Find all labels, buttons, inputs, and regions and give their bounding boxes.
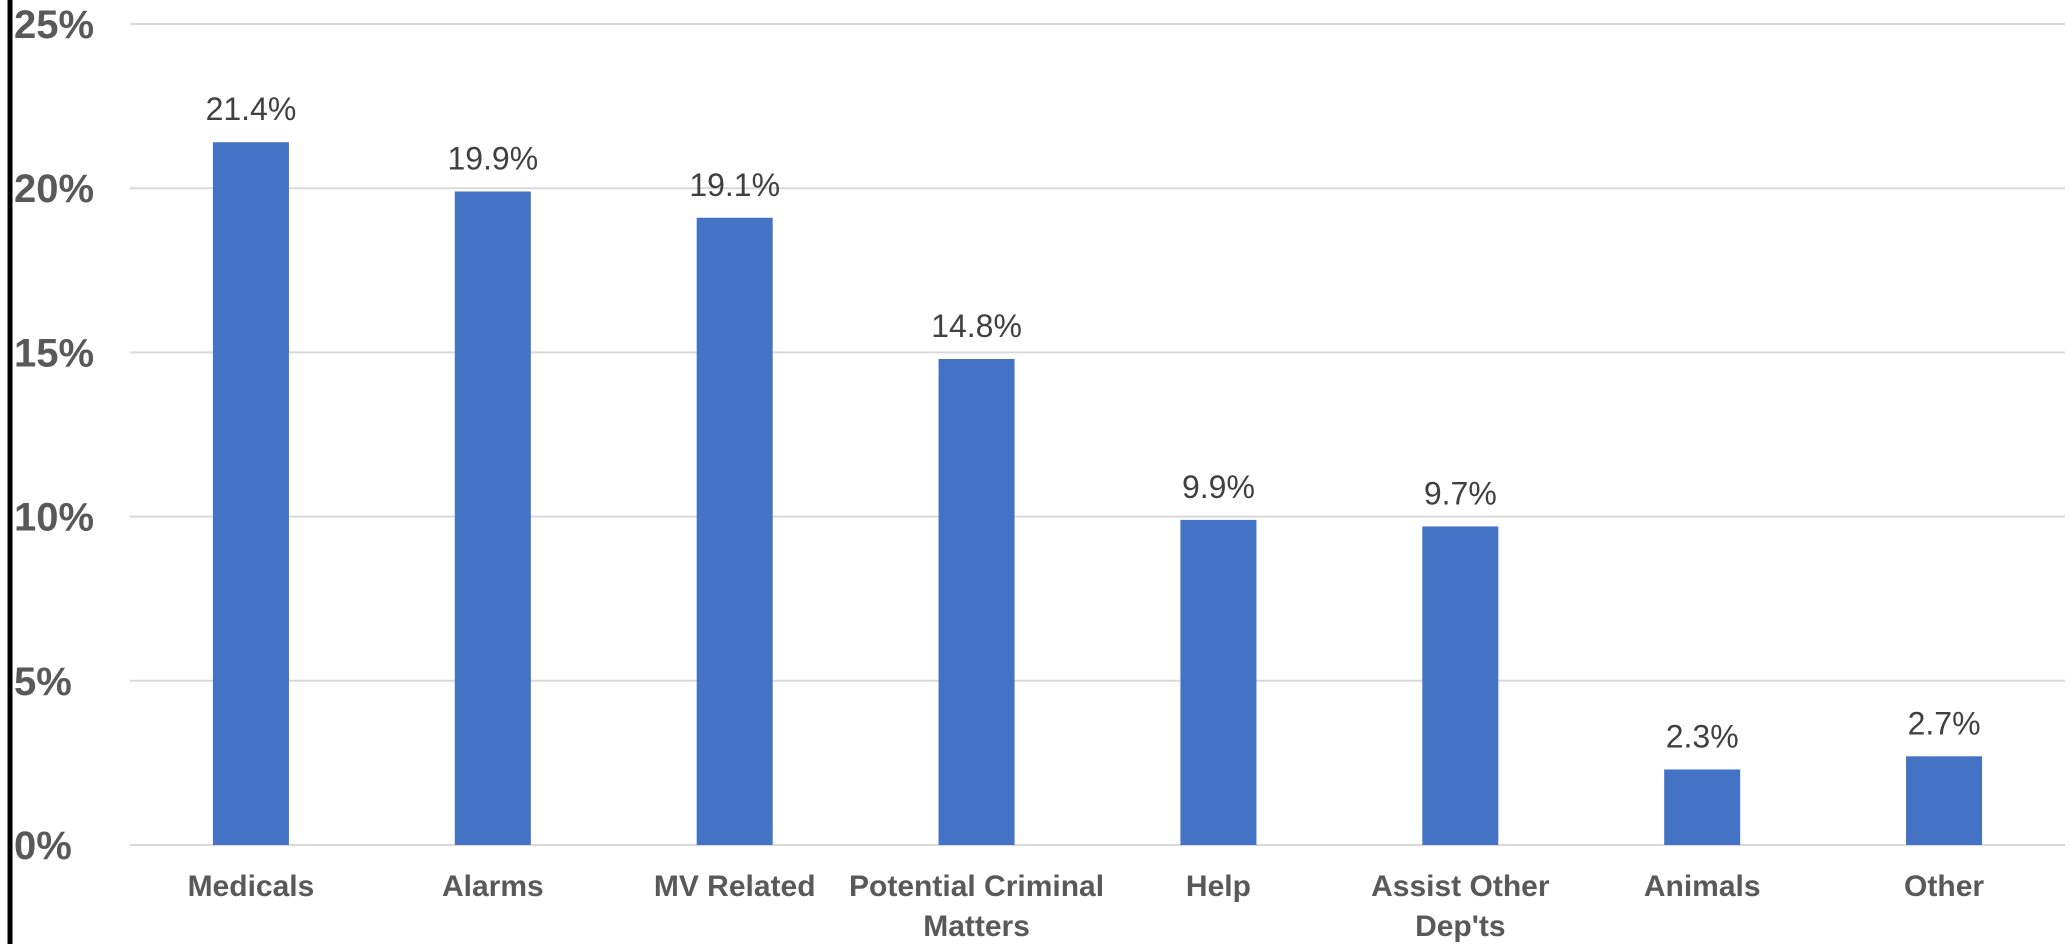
data-label: 19.9% [447, 140, 538, 176]
data-label: 2.7% [1908, 705, 1981, 741]
y-tick-label: 5% [14, 660, 72, 704]
data-labels: 21.4% 19.9% 19.1% 14.8% 9.9% 9.7% 2.3% 2.7% [206, 91, 1981, 754]
data-label: 9.7% [1424, 475, 1497, 511]
data-label: 9.9% [1182, 469, 1255, 505]
y-axis-tick-labels: 0% 5% 10% 15% 20% 25% [14, 3, 94, 868]
x-tick-label: Dep'ts [1415, 910, 1505, 943]
x-tick-label: Other [1904, 870, 1984, 903]
x-axis-tick-labels: Medicals Alarms MV Related Potential Crimin… [188, 870, 1985, 943]
y-tick-label: 15% [14, 331, 94, 375]
x-tick-label: Matters [923, 910, 1030, 943]
x-tick-label: Medicals [188, 870, 315, 903]
bar [454, 191, 531, 845]
data-label: 19.1% [689, 167, 780, 203]
bar [1906, 756, 1983, 845]
bar [938, 358, 1015, 845]
bar [1664, 769, 1741, 845]
x-tick-label: MV Related [654, 870, 816, 903]
x-tick-label: Help [1186, 870, 1251, 903]
data-label: 21.4% [206, 91, 297, 127]
x-tick-label: Potential Criminal [849, 870, 1104, 903]
y-tick-label: 0% [14, 824, 72, 868]
x-tick-label: Assist Other [1371, 870, 1550, 903]
gridlines [130, 23, 2065, 846]
x-tick-label: Animals [1644, 870, 1761, 903]
y-tick-label: 20% [14, 167, 94, 211]
bar [212, 142, 289, 845]
bar [1422, 526, 1499, 845]
y-tick-label: 25% [14, 3, 94, 47]
data-label: 14.8% [931, 308, 1022, 344]
bars [212, 142, 1983, 846]
bar [1180, 519, 1257, 845]
bar [696, 217, 773, 846]
y-tick-label: 10% [14, 496, 94, 540]
x-tick-label: Alarms [442, 870, 544, 903]
data-label: 2.3% [1666, 718, 1739, 754]
